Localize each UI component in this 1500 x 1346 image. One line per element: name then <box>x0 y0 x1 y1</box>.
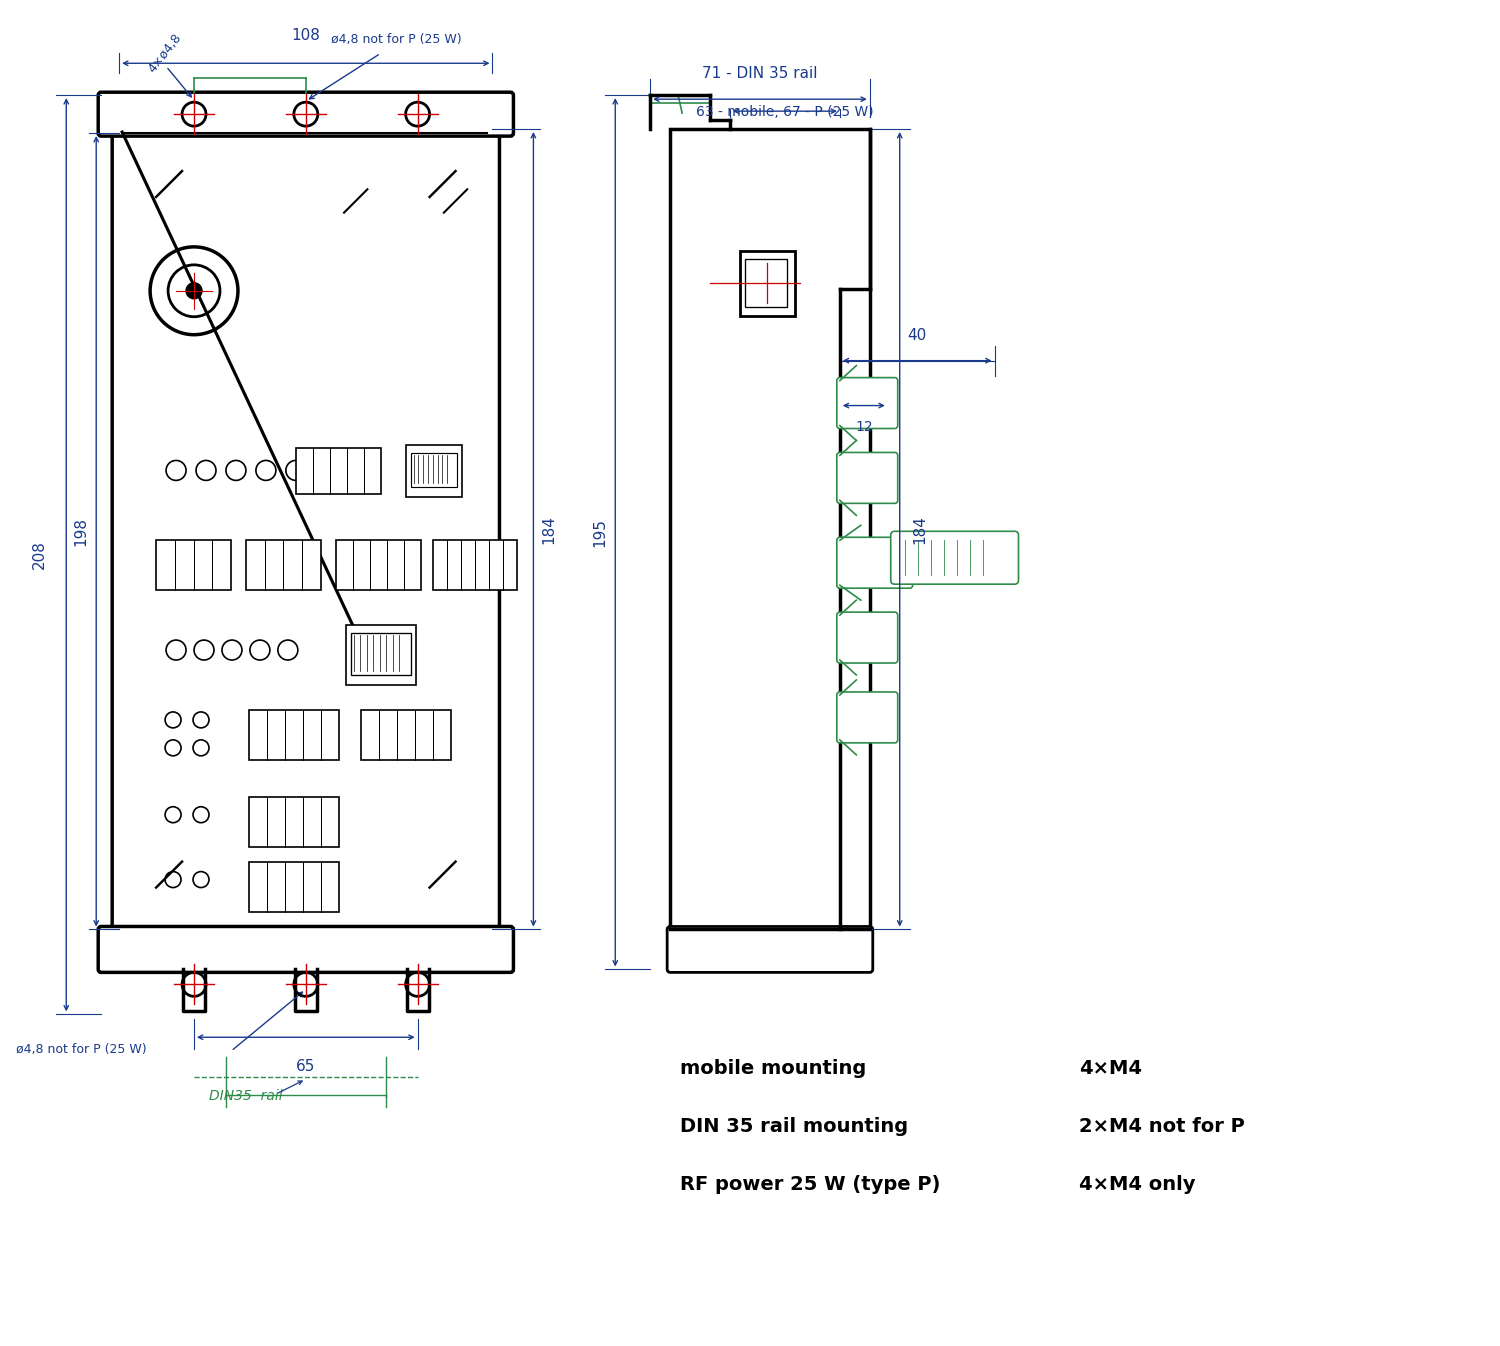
Text: 65: 65 <box>296 1059 315 1074</box>
Bar <box>336 540 420 590</box>
FancyBboxPatch shape <box>837 378 897 428</box>
Text: 63 - mobile, 67 - P (25 W): 63 - mobile, 67 - P (25 W) <box>696 105 873 120</box>
Text: 71 - DIN 35 rail: 71 - DIN 35 rail <box>702 66 818 81</box>
Bar <box>249 709 339 760</box>
Bar <box>249 797 339 847</box>
Bar <box>432 540 517 590</box>
FancyBboxPatch shape <box>837 452 897 503</box>
Text: 4×ø4,8: 4×ø4,8 <box>146 31 184 75</box>
Text: 195: 195 <box>592 518 608 546</box>
Text: 4×M4: 4×M4 <box>1080 1059 1143 1078</box>
Bar <box>411 454 456 487</box>
Bar <box>360 709 450 760</box>
Text: 208: 208 <box>32 540 46 569</box>
Bar <box>405 446 462 498</box>
FancyBboxPatch shape <box>837 692 897 743</box>
Bar <box>351 633 411 674</box>
Text: 4×M4 only: 4×M4 only <box>1080 1175 1196 1194</box>
Text: 198: 198 <box>74 517 88 545</box>
Text: mobile mounting: mobile mounting <box>680 1059 867 1078</box>
FancyBboxPatch shape <box>891 532 1019 584</box>
Text: 40: 40 <box>908 327 927 343</box>
Bar <box>746 258 788 307</box>
Text: DIN 35 rail mounting: DIN 35 rail mounting <box>680 1117 909 1136</box>
Circle shape <box>186 283 202 299</box>
Text: ø4,8 not for P (25 W): ø4,8 not for P (25 W) <box>332 32 462 46</box>
FancyBboxPatch shape <box>112 122 500 937</box>
Bar <box>740 250 795 316</box>
Text: ø4,8 not for P (25 W): ø4,8 not for P (25 W) <box>16 1043 147 1055</box>
FancyBboxPatch shape <box>837 612 897 664</box>
FancyBboxPatch shape <box>98 93 513 136</box>
Text: 108: 108 <box>291 28 321 43</box>
Bar <box>249 861 339 911</box>
FancyBboxPatch shape <box>837 537 912 588</box>
Bar <box>296 448 381 494</box>
Text: 2×M4 not for P: 2×M4 not for P <box>1080 1117 1245 1136</box>
FancyBboxPatch shape <box>668 926 873 972</box>
Bar <box>246 540 321 590</box>
Text: DIN35  rail: DIN35 rail <box>209 1089 282 1104</box>
Text: 12: 12 <box>855 420 873 433</box>
Text: 184: 184 <box>542 516 556 544</box>
Text: RF power 25 W (type P): RF power 25 W (type P) <box>680 1175 940 1194</box>
Bar <box>345 625 416 685</box>
Text: 184: 184 <box>912 516 927 544</box>
Bar <box>670 129 870 930</box>
FancyBboxPatch shape <box>98 926 513 972</box>
Bar <box>156 540 231 590</box>
